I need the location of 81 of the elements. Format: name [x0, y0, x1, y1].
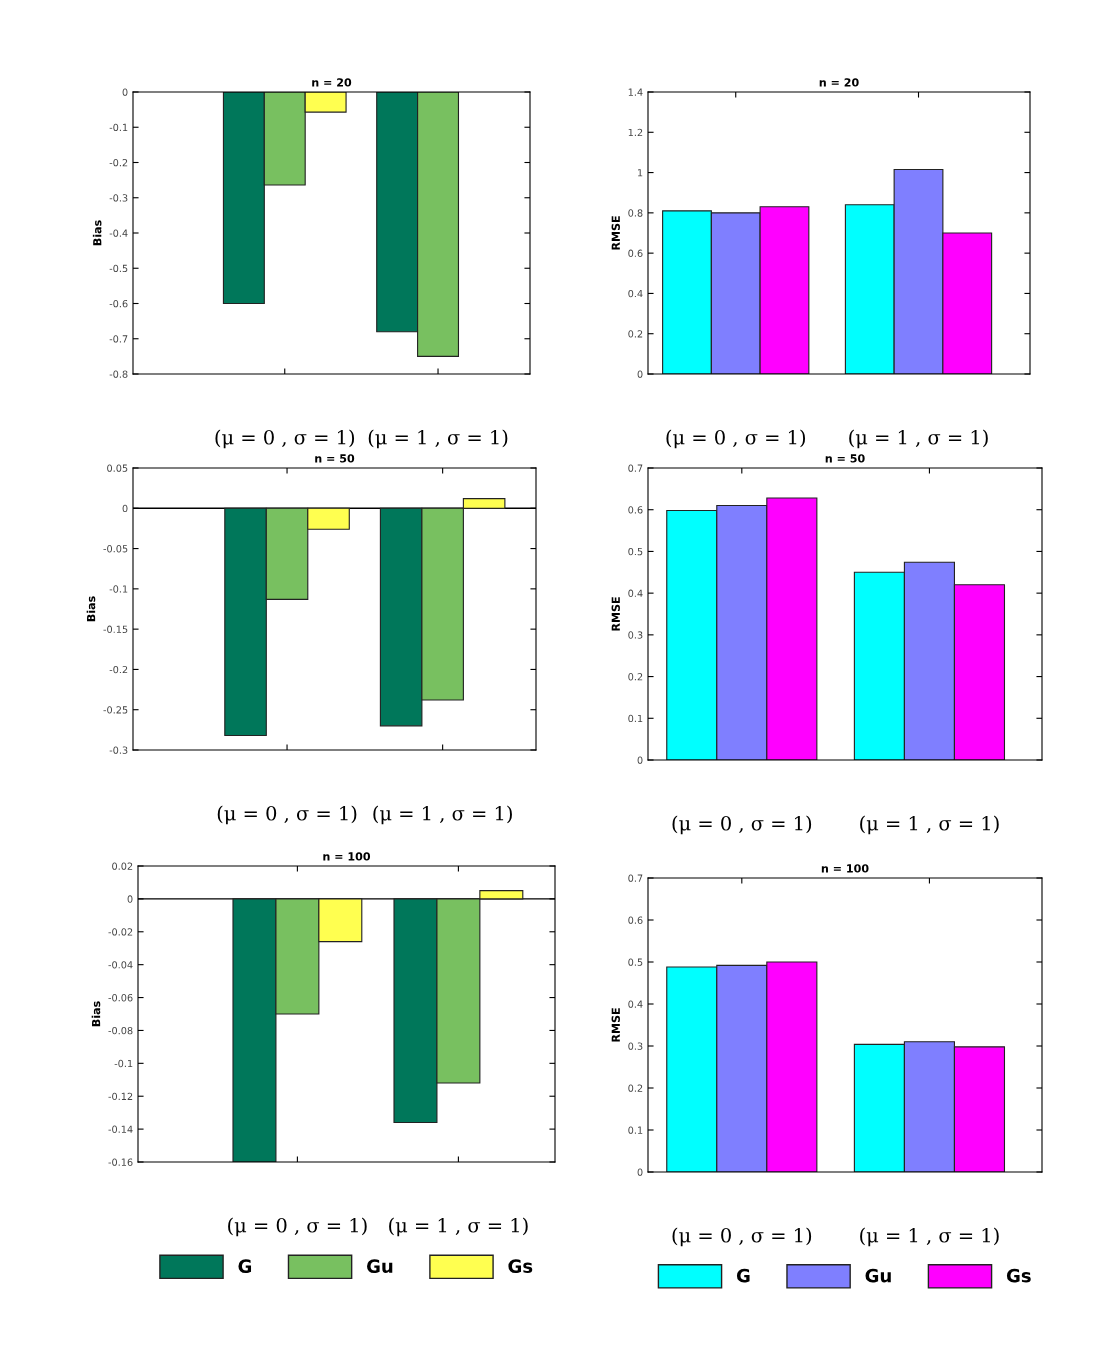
- legend-label: G: [238, 1259, 252, 1273]
- y-axis-title: Bias: [91, 1001, 101, 1027]
- y-tick-label: 0.5: [628, 547, 643, 556]
- x-tick-label: (μ = 1 , σ = 1): [373, 805, 512, 825]
- y-tick-label: -0.3: [109, 746, 128, 754]
- y-tick-label: 0.4: [628, 1000, 643, 1008]
- y-axis-title: RMSE: [611, 597, 620, 631]
- y-tick-label: 1.4: [628, 88, 643, 96]
- y-tick-label: 0.6: [628, 506, 643, 514]
- y-tick-label: 0.3: [628, 631, 643, 639]
- y-tick-label: 0.02: [112, 862, 133, 870]
- legend-label: Gu: [865, 1268, 891, 1283]
- y-tick-label: 0.05: [107, 464, 128, 472]
- y-tick-label: 1.2: [628, 128, 643, 136]
- chart-title: n = 20: [312, 78, 352, 87]
- y-tick-label: 0: [637, 756, 643, 764]
- y-tick-label: 0: [122, 88, 128, 96]
- y-tick-label: 0.5: [628, 958, 643, 966]
- y-tick-label: -0.3: [109, 194, 128, 202]
- y-tick-label: -0.5: [109, 264, 128, 273]
- legend-label: Gs: [1006, 1268, 1031, 1283]
- y-tick-label: 0.1: [628, 714, 643, 723]
- y-tick-label: -0.1: [109, 585, 128, 593]
- y-tick-label: -0.06: [108, 994, 133, 1002]
- y-tick-label: 0.3: [628, 1042, 643, 1050]
- chart-title: n = 100: [821, 864, 869, 873]
- y-tick-label: -0.1: [109, 123, 128, 132]
- chart-title: n = 20: [819, 78, 859, 87]
- y-tick-label: 0.6: [628, 916, 643, 924]
- chart-title: n = 50: [825, 454, 865, 463]
- y-tick-label: -0.12: [108, 1092, 133, 1101]
- y-tick-label: -0.2: [109, 665, 128, 674]
- y-tick-label: 0.2: [628, 330, 643, 338]
- y-tick-label: -0.14: [108, 1125, 133, 1133]
- y-tick-label: 0.2: [628, 1084, 643, 1092]
- y-tick-label: -0.15: [103, 625, 128, 633]
- y-tick-label: 0.7: [628, 874, 643, 882]
- x-tick-label: (μ = 0 , σ = 1): [228, 1217, 367, 1237]
- legend-label: Gu: [367, 1259, 393, 1273]
- x-tick-label: (μ = 1 , σ = 1): [849, 429, 988, 449]
- y-axis-title: RMSE: [611, 1008, 620, 1042]
- y-tick-label: -0.8: [109, 370, 128, 378]
- x-tick-label: (μ = 0 , σ = 1): [217, 805, 357, 825]
- y-tick-label: -0.1: [114, 1059, 133, 1068]
- x-tick-label: (μ = 0 , σ = 1): [215, 429, 355, 449]
- x-tick-label: (μ = 0 , σ = 1): [672, 815, 812, 835]
- x-tick-label: (μ = 0 , σ = 1): [672, 1227, 812, 1247]
- y-axis-title: RMSE: [611, 216, 620, 250]
- y-tick-label: -0.08: [108, 1026, 133, 1035]
- y-tick-label: 0.8: [628, 209, 643, 217]
- y-tick-label: 0: [122, 504, 128, 513]
- y-tick-label: 0.2: [628, 673, 643, 681]
- chart-title: n = 100: [323, 852, 371, 861]
- y-tick-label: 0: [127, 895, 133, 903]
- x-tick-label: (μ = 1 , σ = 1): [389, 1217, 528, 1237]
- y-tick-label: 0.6: [628, 249, 643, 257]
- y-tick-label: -0.04: [108, 961, 133, 969]
- legend-label: Gs: [508, 1259, 533, 1273]
- y-tick-label: -0.25: [103, 706, 128, 714]
- y-tick-label: 0.4: [628, 289, 643, 298]
- y-tick-label: 0.1: [628, 1126, 643, 1134]
- y-axis-title: Bias: [86, 596, 96, 622]
- y-tick-label: 0: [637, 1168, 643, 1176]
- y-tick-label: 1: [638, 169, 643, 177]
- x-tick-label: (μ = 1 , σ = 1): [860, 1227, 999, 1247]
- x-tick-label: (μ = 1 , σ = 1): [860, 815, 999, 835]
- y-tick-label: -0.4: [109, 229, 128, 237]
- y-tick-label: -0.6: [109, 299, 128, 308]
- x-tick-label: (μ = 1 , σ = 1): [368, 429, 508, 449]
- y-tick-label: 0.4: [628, 589, 643, 597]
- y-axis-title: Bias: [92, 220, 102, 246]
- y-tick-label: 0.7: [628, 464, 643, 472]
- y-tick-label: -0.16: [108, 1158, 133, 1166]
- x-tick-label: (μ = 0 , σ = 1): [666, 429, 806, 449]
- y-tick-label: -0.05: [103, 545, 128, 553]
- legend-label: G: [736, 1268, 750, 1283]
- y-tick-label: -0.7: [109, 335, 128, 343]
- y-tick-label: -0.02: [108, 928, 133, 936]
- y-tick-label: -0.2: [109, 158, 128, 167]
- y-tick-label: 0: [637, 370, 643, 378]
- chart-title: n = 50: [315, 454, 355, 463]
